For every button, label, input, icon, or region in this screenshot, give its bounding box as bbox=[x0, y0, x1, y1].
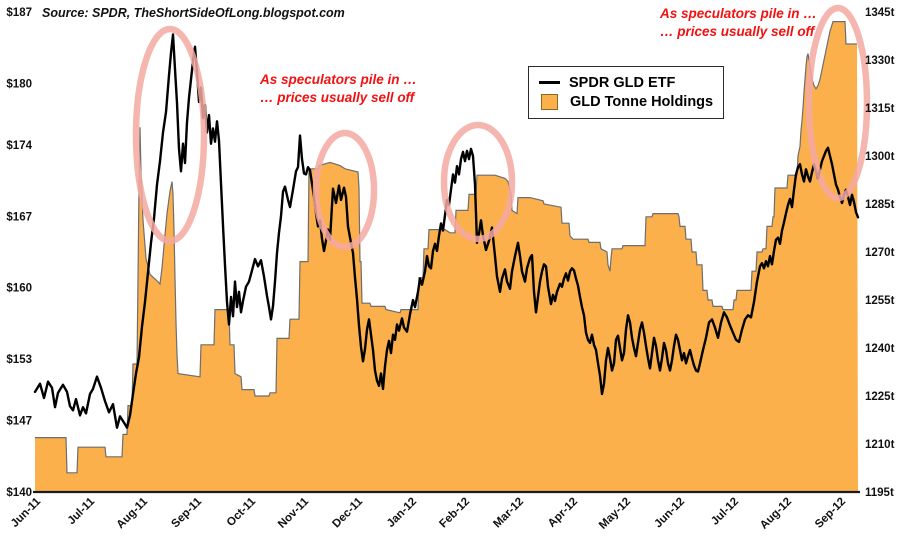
annotation-left-line1: As speculators pile in … bbox=[260, 72, 417, 87]
spdr-gld-price-line bbox=[33, 33, 860, 429]
highlight-ellipse bbox=[805, 4, 871, 202]
source-note: Source: SPDR, TheShortSideOfLong.blogspo… bbox=[42, 6, 345, 20]
x-tick-label: Apr-12 bbox=[546, 496, 580, 530]
legend-row-holdings-area: GLD Tonne Holdings bbox=[539, 92, 713, 111]
price-tick-label: $160 bbox=[6, 283, 32, 295]
price-tick-label: $140 bbox=[6, 487, 32, 499]
highlight-ellipse bbox=[312, 129, 378, 251]
highlight-ellipse bbox=[440, 121, 516, 243]
x-tick-label: Aug-11 bbox=[115, 495, 151, 531]
tonnes-tick-label: 1225t bbox=[865, 391, 895, 403]
price-tick-label: $174 bbox=[6, 140, 32, 152]
x-tick-label: Feb-12 bbox=[437, 496, 472, 531]
annotation-left-line2: … prices usually sell off bbox=[260, 89, 415, 105]
x-tick-label: Jun-12 bbox=[652, 496, 687, 531]
x-tick-label: Sep-12 bbox=[813, 496, 848, 531]
holdings-area-swatch-icon bbox=[541, 93, 558, 110]
x-tick-label: Dec-11 bbox=[330, 495, 365, 530]
price-line-swatch-icon bbox=[539, 80, 560, 85]
x-tick-label: Jun-11 bbox=[9, 495, 44, 530]
x-tick-label: Nov-11 bbox=[276, 495, 312, 531]
annotation-right-line2: … prices usually sell off bbox=[660, 23, 815, 39]
legend-row-price-line: SPDR GLD ETF bbox=[539, 73, 713, 92]
x-tick-label: Jul-11 bbox=[66, 495, 98, 527]
tonnes-tick-label: 1210t bbox=[865, 439, 895, 451]
annotation-left: As speculators pile in … … prices usuall… bbox=[260, 71, 417, 106]
tonnes-tick-label: 1270t bbox=[865, 247, 895, 259]
price-tick-label: $147 bbox=[6, 416, 32, 428]
price-tick-label: $187 bbox=[6, 7, 32, 19]
tonnes-tick-label: 1330t bbox=[865, 55, 895, 67]
price-tick-label: $180 bbox=[6, 78, 32, 90]
x-tick-label: Mar-12 bbox=[491, 496, 526, 531]
tonnes-tick-label: 1315t bbox=[865, 103, 895, 115]
annotation-right: As speculators pile in … … prices usuall… bbox=[660, 5, 817, 40]
tonnes-tick-label: 1300t bbox=[865, 151, 895, 163]
legend-label-spdr: SPDR GLD ETF bbox=[569, 74, 676, 91]
tonnes-tick-label: 1255t bbox=[865, 295, 895, 307]
x-tick-label: Jan-12 bbox=[385, 496, 419, 530]
x-tick-label: May-12 bbox=[597, 496, 633, 532]
price-tick-label: $167 bbox=[6, 211, 32, 223]
x-tick-label: Oct-11 bbox=[225, 495, 259, 529]
x-tick-label: Aug-12 bbox=[758, 496, 794, 532]
price-tick-label: $153 bbox=[6, 354, 32, 366]
highlight-ellipse bbox=[132, 25, 208, 245]
x-tick-label: Jul-12 bbox=[709, 496, 741, 528]
x-tick-label: Sep-11 bbox=[169, 495, 204, 530]
tonnes-tick-label: 1240t bbox=[865, 343, 895, 355]
gld-holdings-area bbox=[35, 21, 858, 492]
tonnes-tick-label: 1285t bbox=[865, 199, 895, 211]
tonnes-tick-label: 1195t bbox=[865, 487, 894, 499]
legend: SPDR GLD ETF GLD Tonne Holdings bbox=[528, 66, 724, 119]
tonnes-tick-label: 1345t bbox=[865, 7, 895, 19]
legend-label-holdings: GLD Tonne Holdings bbox=[570, 93, 714, 110]
annotation-right-line1: As speculators pile in … bbox=[660, 6, 817, 21]
